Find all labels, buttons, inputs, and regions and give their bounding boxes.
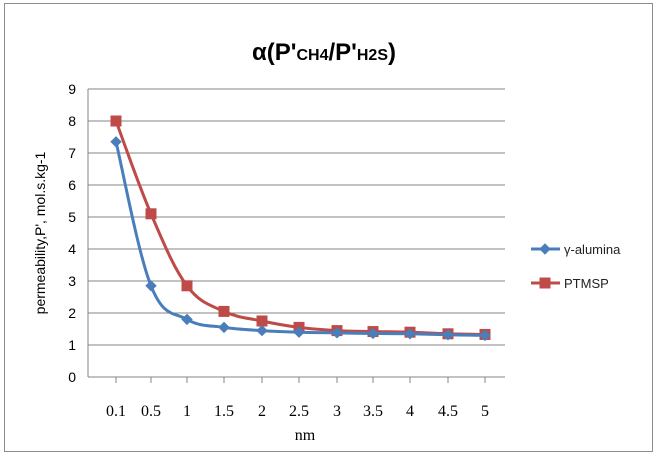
y-tick-label: 9 [68, 81, 76, 97]
data-point-ptmsp [145, 208, 157, 220]
axes [87, 89, 505, 383]
grid-lines [88, 88, 505, 346]
x-tick-label: 3 [333, 403, 341, 420]
data-point-gamma-alumina [442, 329, 454, 341]
data-point-gamma-alumina [293, 326, 305, 338]
data-point-gamma-alumina [404, 328, 416, 340]
data-point-ptmsp [181, 280, 193, 292]
x-tick-labels: 0.1 0.5 1 1.5 2 2.5 3 3.5 4 4.5 5 [106, 403, 489, 420]
data-point-gamma-alumina [181, 313, 193, 326]
x-tick-label: 2.5 [289, 403, 309, 420]
chart-title-sub2: H2S [357, 47, 388, 64]
data-point-gamma-alumina [110, 136, 122, 148]
legend-label-ptmsp: PTMSP [564, 276, 609, 291]
data-point-gamma-alumina [145, 280, 157, 292]
data-point-gamma-alumina [367, 327, 379, 340]
legend-marker-ptmsp [539, 277, 551, 289]
series-line-gamma-alumina [114, 140, 487, 337]
legend-label-gamma-alumina: γ-alumina [564, 242, 621, 257]
x-tick-label: 1.5 [214, 403, 234, 420]
data-point-ptmsp [256, 315, 268, 327]
chart-title-suffix: ) [388, 39, 396, 66]
x-tick-label: 2 [258, 403, 266, 420]
y-tick-label: 3 [68, 273, 76, 289]
legend: γ-alumina PTMSP [531, 242, 621, 291]
data-point-gamma-alumina [479, 329, 491, 342]
x-tick-label: 3.5 [363, 403, 383, 420]
chart-title: α(P'CH4/P'H2S) [252, 39, 396, 66]
y-axis-title: permeability,P', mol.s.kg-1 [32, 151, 48, 314]
y-tick-label: 1 [68, 337, 76, 353]
data-point-ptmsp [218, 305, 230, 317]
y-tick-labels: 0 1 2 3 4 5 6 7 8 9 [68, 81, 76, 385]
series-layer [110, 115, 491, 342]
data-point-ptmsp [110, 115, 122, 127]
data-point-gamma-alumina [331, 327, 343, 339]
x-tick-label: 5 [481, 403, 489, 420]
chart-title-prefix: α(P' [252, 39, 296, 66]
y-tick-label: 2 [68, 305, 76, 321]
x-tick-label: 0.5 [141, 403, 161, 420]
data-point-gamma-alumina [218, 321, 230, 334]
y-tick-label: 7 [68, 145, 76, 161]
y-tick-label: 8 [68, 113, 76, 129]
legend-marker-gamma-alumina [539, 243, 551, 255]
x-tick-label: 4 [406, 403, 414, 420]
x-tick-label: 4.5 [438, 403, 458, 420]
y-tick-label: 6 [68, 177, 76, 193]
x-tick-label: 1 [183, 403, 191, 420]
chart-title-mid: /P' [328, 39, 356, 66]
y-tick-label: 4 [68, 241, 76, 257]
y-tick-label: 0 [68, 369, 76, 385]
data-point-gamma-alumina [256, 324, 268, 337]
y-tick-label: 5 [68, 209, 76, 225]
chart-title-sub1: CH4 [296, 47, 328, 64]
x-axis-title: nm [295, 427, 316, 444]
x-tick-label: 0.1 [106, 403, 126, 420]
